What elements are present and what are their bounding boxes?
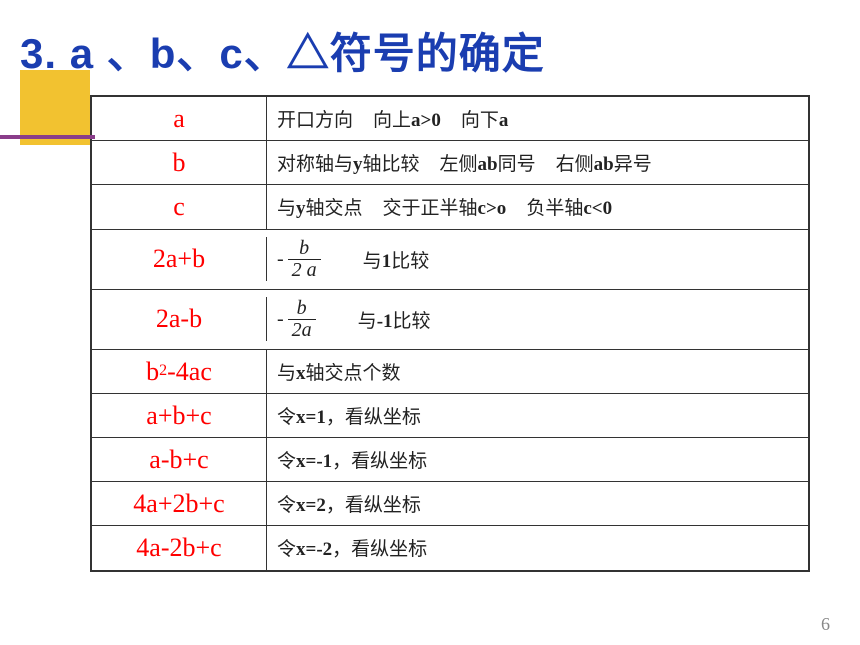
row-content: 对称轴与y轴比较左侧ab同号右侧ab异号: [267, 143, 808, 182]
slide-title: 3. a 、b、c、△符号的确定: [20, 20, 545, 81]
row-content: -b2a 与-1比较: [267, 292, 808, 347]
table-row: 4a-2b+c 令x=-2，看纵坐标: [92, 526, 808, 569]
row-text-segment: 左侧ab同号: [440, 149, 536, 176]
fraction: -b2a: [277, 298, 316, 341]
table-row: b对称轴与y轴比较左侧ab同号右侧ab异号: [92, 141, 808, 185]
row-label: b: [92, 141, 267, 184]
page-number: 6: [821, 614, 830, 635]
decor-purple-line: [0, 135, 95, 139]
fraction: -b2 a: [277, 238, 321, 281]
row-text-segment: 与y轴交点: [277, 193, 363, 220]
row-text-segment: 开口方向: [277, 105, 353, 132]
table-row: a+b+c 令x=1，看纵坐标: [92, 394, 808, 438]
row-content: 开口方向向上a>0 向下a: [267, 99, 808, 138]
row-text: 与-1比较: [358, 306, 431, 333]
row-text: 与1比较: [363, 246, 430, 273]
table-row: b2-4ac 与x轴交点个数: [92, 350, 808, 394]
row-label: b2-4ac: [92, 350, 267, 393]
row-text-segment: 右侧ab异号: [556, 149, 652, 176]
row-text-segment: 向下a: [461, 105, 509, 132]
rules-table: a开口方向向上a>0向下ab对称轴与y轴比较左侧ab同号右侧ab异号c与y轴交点…: [90, 95, 810, 572]
row-content: -b2 a 与1比较: [267, 232, 808, 287]
row-label: 4a-2b+c: [92, 526, 267, 569]
row-content: 令x=1，看纵坐标: [267, 396, 808, 435]
row-text-segment: 令x=1，看纵坐标: [277, 402, 421, 429]
table-row: c 与y轴交点交于正半轴c>o 负半轴c<0: [92, 185, 808, 229]
row-text-segment: 令x=-2，看纵坐标: [277, 534, 427, 561]
table-row: a 开口方向向上a>0 向下a: [92, 97, 808, 141]
table-row: 4a+2b+c 令x=2，看纵坐标: [92, 482, 808, 526]
row-text-segment: 负半轴c<0: [526, 193, 612, 220]
row-content: 与x轴交点个数: [267, 352, 808, 391]
row-label: 2a+b: [92, 237, 267, 280]
row-content: 令x=-1，看纵坐标: [267, 440, 808, 479]
row-label: a: [92, 97, 267, 140]
row-text-segment: 令x=2，看纵坐标: [277, 490, 421, 517]
table-row: a-b+c 令x=-1，看纵坐标: [92, 438, 808, 482]
row-label: 2a-b: [92, 297, 267, 340]
row-content: 令x=2，看纵坐标: [267, 484, 808, 523]
row-label: c: [92, 185, 267, 228]
row-text-segment: 对称轴与y轴比较: [277, 149, 420, 176]
table-row: 2a-b -b2a 与-1比较: [92, 290, 808, 350]
row-label: a+b+c: [92, 394, 267, 437]
decor-yellow-box: [20, 70, 90, 145]
row-text-segment: 向上a>0: [373, 105, 441, 132]
row-label: a-b+c: [92, 438, 267, 481]
row-text-segment: 交于正半轴c>o: [383, 193, 507, 220]
row-text-segment: 令x=-1，看纵坐标: [277, 446, 427, 473]
row-label: 4a+2b+c: [92, 482, 267, 525]
row-content: 与y轴交点交于正半轴c>o 负半轴c<0: [267, 187, 808, 226]
table-row: 2a+b-b2 a 与1比较: [92, 230, 808, 290]
row-text-segment: 与x轴交点个数: [277, 358, 401, 385]
row-content: 令x=-2，看纵坐标: [267, 528, 808, 567]
